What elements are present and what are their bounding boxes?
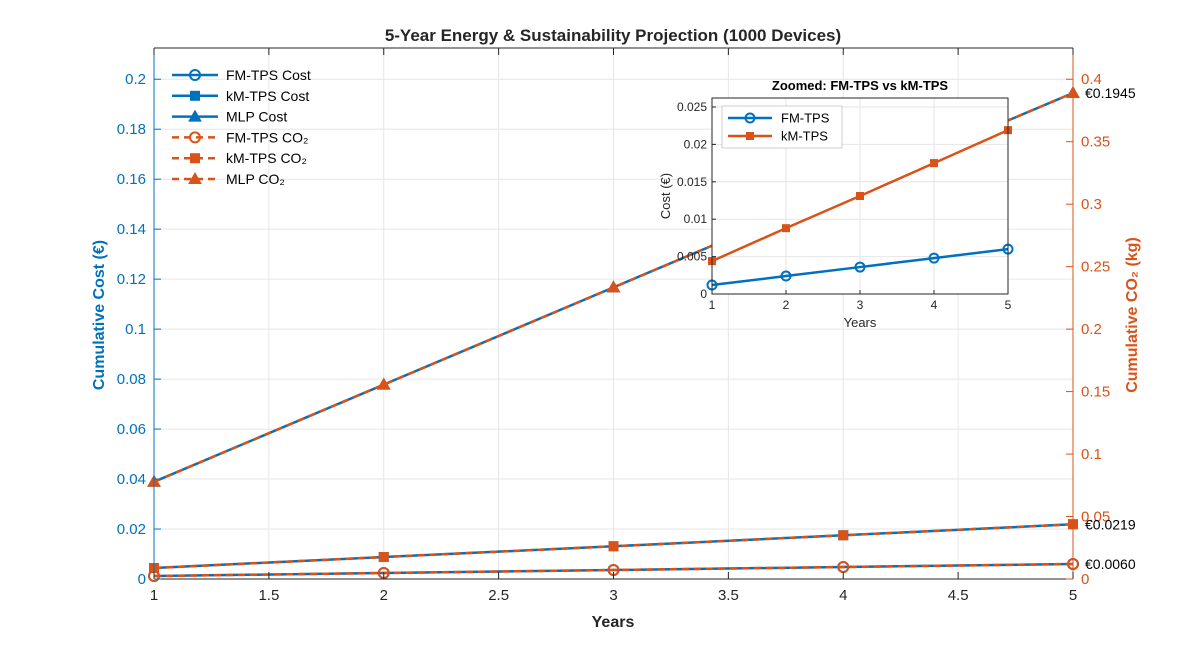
inset-legend-label: kM-TPS [781, 129, 828, 144]
y-tick-label-right: 0 [1081, 571, 1089, 588]
inset-title: Zoomed: FM-TPS vs kM-TPS [772, 78, 949, 93]
inset-x-tick-label: 3 [857, 298, 864, 312]
main-tick-labels: 1 1.5 2 2.5 3 3.5 4 4.5 500.020.040.060.080.10.1… [117, 71, 1110, 604]
inset-data-point [780, 270, 792, 282]
inset-data-point [930, 159, 938, 168]
x-tick-label: 2.5 [488, 587, 509, 604]
legend-entry-label: kM-TPS Cost [226, 88, 309, 104]
data-point [376, 377, 391, 390]
y-axis-label-left: Cumulative Cost (€) [91, 240, 108, 390]
inset-y-tick-label: 0.02 [684, 137, 708, 151]
end-annotations: €0.1945 €0.0219 €0.0060 [1085, 85, 1136, 572]
inset-x-tick-label: 4 [931, 298, 938, 312]
inset-y-tick-label: 0.025 [677, 100, 707, 114]
y-tick-label-left: 0.12 [117, 271, 146, 288]
y-tick-label-left: 0.1 [125, 321, 146, 338]
y-tick-label-left: 0.2 [125, 71, 146, 88]
inset-x-tick-label: 1 [709, 298, 716, 312]
y-tick-label-left: 0.14 [117, 221, 146, 238]
y-tick-label-left: 0.16 [117, 171, 146, 188]
x-axis-label: Years [592, 614, 635, 631]
x-tick-label: 2 [380, 587, 388, 604]
y-tick-label-right: 0.35 [1081, 134, 1110, 151]
legend-marker [188, 171, 202, 184]
y-tick-label-left: 0 [138, 571, 146, 588]
y-tick-label-left: 0.06 [117, 421, 146, 438]
annotation-label: €0.0219 [1085, 516, 1136, 532]
y-tick-label-left: 0.04 [117, 471, 146, 488]
series-line-3 [153, 562, 1074, 578]
y-tick-label-left: 0.02 [117, 521, 146, 538]
x-tick-label: 5 [1069, 587, 1077, 604]
x-tick-label: 1.5 [258, 587, 279, 604]
data-point [606, 280, 621, 293]
inset-data-point [782, 224, 790, 233]
annotation-label: €0.0060 [1085, 556, 1136, 572]
x-tick-label: 1 [150, 587, 158, 604]
y-tick-label-right: 0.3 [1081, 196, 1102, 213]
y-tick-label-right: 0.05 [1081, 509, 1110, 526]
inset-x-tick-label: 5 [1005, 298, 1012, 312]
legend-entry-label: FM-TPS Cost [226, 67, 311, 83]
chart-title: 5-Year Energy & Sustainability Projectio… [385, 26, 841, 45]
legend-entry-label: kM-TPS CO₂ [226, 150, 307, 166]
data-point [608, 541, 619, 552]
inset-x-tick-label: 2 [783, 298, 790, 312]
y-tick-label-right: 0.4 [1081, 71, 1102, 88]
y-tick-label-right: 0.25 [1081, 259, 1110, 276]
x-tick-label: 4.5 [948, 587, 969, 604]
legend-entry-label: MLP CO₂ [226, 171, 285, 187]
main-legend: FM-TPS Cost kM-TPS Cost MLP Cost FM-TPS CO₂… [172, 67, 311, 187]
y-tick-label-right: 0.1 [1081, 446, 1102, 463]
inset-data-point [856, 192, 864, 200]
y-tick-label-right: 0.15 [1081, 384, 1110, 401]
x-tick-label: 3.5 [718, 587, 739, 604]
inset-data-point [928, 252, 940, 264]
y-tick-label-left: 0.08 [117, 371, 146, 388]
inset-series-line-0 [711, 247, 1009, 287]
x-tick-label: 3 [609, 587, 617, 604]
inset-data-point [854, 261, 866, 273]
inset-legend-marker [744, 112, 756, 124]
legend-marker [189, 69, 201, 81]
inset-legend-marker [746, 132, 754, 140]
main-axes [153, 47, 1074, 580]
inset-x-axis-label: Years [844, 315, 877, 330]
legend-entry-label: MLP Cost [226, 109, 287, 125]
inset-y-axis-label: Cost (€) [658, 173, 673, 219]
legend-entry-label: FM-TPS CO₂ [226, 129, 308, 145]
legend-marker [190, 153, 200, 164]
y-axis-label-right: Cumulative CO₂ (kg) [1124, 237, 1141, 393]
inset-y-tick-label: 0.015 [677, 175, 707, 189]
inset-legend-box [721, 105, 843, 149]
inset-zoom-chart: 1 2 3 4 5 0 0.005 0.01 0.015 0.02 0.025 Zoomed: FM-… [658, 78, 1014, 330]
legend-marker [189, 131, 201, 144]
legend-marker [188, 109, 202, 122]
annotation-label: €0.1945 [1085, 85, 1136, 101]
data-point [838, 530, 849, 541]
inset-legend-label: FM-TPS [781, 111, 830, 126]
data-point [378, 552, 389, 563]
inset-y-tick-label: 0.005 [677, 250, 707, 264]
x-tick-label: 4 [839, 587, 847, 604]
inset-y-tick-label: 0 [700, 287, 707, 301]
y-tick-label-left: 0.18 [117, 121, 146, 138]
y-tick-label-right: 0.2 [1081, 321, 1102, 338]
legend-marker [190, 90, 200, 101]
inset-y-tick-label: 0.01 [684, 212, 708, 226]
